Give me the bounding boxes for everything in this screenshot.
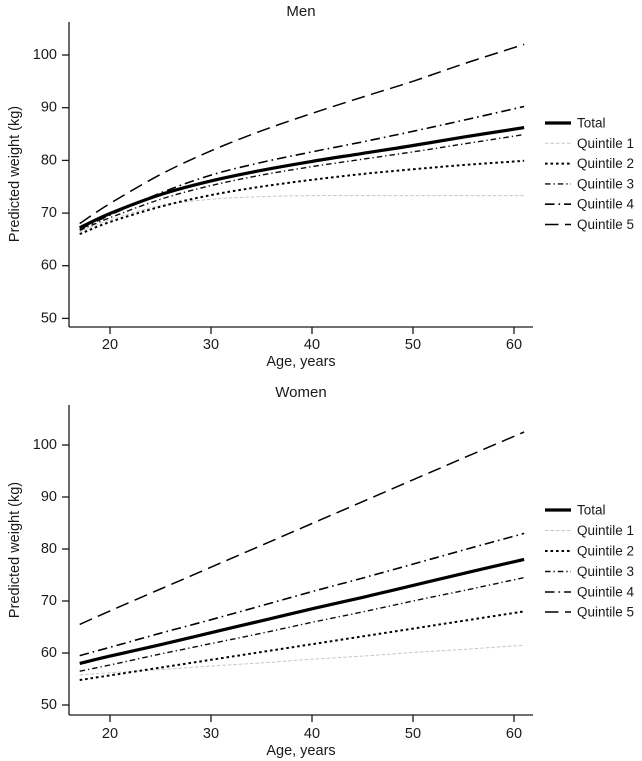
legend-item: Quintile 3 — [545, 564, 634, 579]
legend-item: Total — [545, 503, 606, 518]
x-ticks: 20 30 40 50 60 — [102, 715, 522, 742]
legend-item: Quintile 3 — [545, 176, 634, 191]
y-tick-label: 80 — [41, 152, 57, 168]
legend-label: Quintile 2 — [577, 544, 634, 559]
x-tick-label: 40 — [304, 726, 320, 742]
chart-title-women: Women — [275, 384, 326, 401]
y-tick-label: 80 — [41, 541, 57, 557]
legend-item: Quintile 2 — [545, 156, 634, 171]
series-line-quintile-5 — [79, 43, 525, 225]
y-tick-label: 70 — [41, 593, 57, 609]
series-line-quintile-1 — [79, 644, 525, 676]
legend: Total Quintile 1 Quintile 2 Quintile 3 Q… — [545, 503, 635, 620]
series-line-quintile-4 — [79, 532, 525, 657]
x-tick-label: 30 — [203, 726, 219, 742]
legend-label: Quintile 3 — [577, 176, 634, 191]
x-tick-label: 20 — [102, 337, 118, 353]
y-axis-label: Predicted weight (kg) — [7, 482, 23, 618]
y-tick-label: 50 — [41, 310, 57, 326]
legend-label: Quintile 2 — [577, 156, 634, 171]
series-line-quintile-3 — [79, 133, 525, 232]
y-tick-label: 50 — [41, 697, 57, 713]
women-series-lines — [79, 431, 525, 681]
legend-label: Total — [577, 503, 606, 518]
y-axis-label: Predicted weight (kg) — [7, 106, 23, 242]
legend-item: Quintile 5 — [545, 217, 634, 232]
series-line-quintile-5 — [79, 431, 525, 626]
x-tick-label: 30 — [203, 337, 219, 353]
men-series-lines — [79, 43, 525, 236]
men-chart: Men Predicted weight (kg) Age, years 100… — [7, 3, 635, 370]
legend-label: Quintile 1 — [577, 136, 634, 151]
series-line-quintile-2 — [79, 610, 525, 681]
x-tick-label: 20 — [102, 726, 118, 742]
y-ticks: 100 90 80 70 60 50 — [33, 47, 69, 326]
x-tick-label: 50 — [405, 337, 421, 353]
women-chart: Women Predicted weight (kg) Age, years 1… — [7, 384, 635, 759]
legend-label: Quintile 3 — [577, 564, 634, 579]
series-line-quintile-3 — [79, 576, 525, 672]
legend-item: Total — [545, 116, 606, 131]
legend-item: Quintile 4 — [545, 585, 635, 600]
legend-label: Quintile 4 — [577, 585, 635, 600]
legend-item: Quintile 1 — [545, 523, 634, 538]
x-axis-label: Age, years — [266, 354, 335, 370]
x-tick-label: 60 — [506, 337, 522, 353]
chart-title-men: Men — [286, 3, 315, 20]
y-tick-label: 90 — [41, 100, 57, 116]
y-ticks: 100 90 80 70 60 50 — [33, 437, 69, 713]
series-line-quintile-1 — [79, 195, 525, 233]
series-line-total — [79, 126, 525, 230]
legend-item: Quintile 2 — [545, 544, 634, 559]
legend-item: Quintile 4 — [545, 197, 635, 212]
y-tick-label: 100 — [33, 47, 57, 63]
series-line-total — [79, 557, 525, 665]
series-line-quintile-2 — [79, 159, 525, 236]
legend-label: Quintile 4 — [577, 197, 635, 212]
legend-label: Quintile 5 — [577, 217, 634, 232]
y-tick-label: 60 — [41, 645, 57, 661]
y-tick-label: 100 — [33, 437, 57, 453]
legend-label: Total — [577, 116, 606, 131]
legend: Total Quintile 1 Quintile 2 Quintile 3 Q… — [545, 116, 635, 232]
x-ticks: 20 30 40 50 60 — [102, 327, 522, 353]
x-tick-label: 60 — [506, 726, 522, 742]
y-tick-label: 60 — [41, 258, 57, 274]
legend-item: Quintile 5 — [545, 605, 634, 620]
y-tick-label: 70 — [41, 205, 57, 221]
x-tick-label: 50 — [405, 726, 421, 742]
legend-label: Quintile 1 — [577, 523, 634, 538]
y-tick-label: 90 — [41, 489, 57, 505]
x-tick-label: 40 — [304, 337, 320, 353]
legend-label: Quintile 5 — [577, 605, 634, 620]
legend-item: Quintile 1 — [545, 136, 634, 151]
x-axis-label: Age, years — [266, 743, 335, 759]
